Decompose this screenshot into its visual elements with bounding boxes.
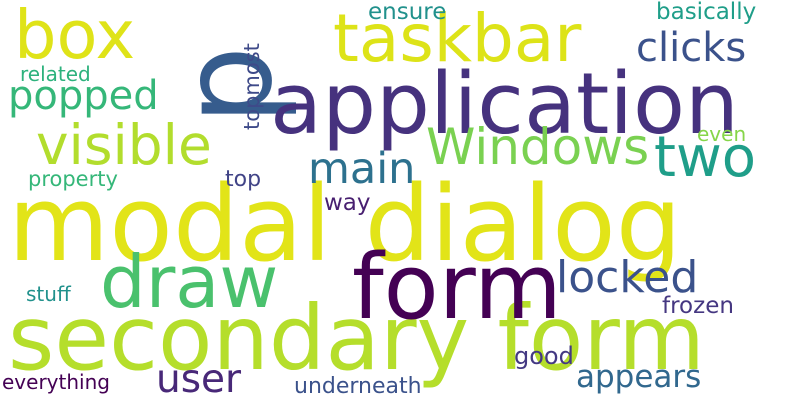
word-modal-dialog: modal dialog: [8, 163, 682, 285]
word-clicks: clicks: [636, 25, 747, 71]
word-underneath: underneath: [294, 374, 422, 399]
word-property: property: [28, 167, 118, 191]
word-good: good: [514, 342, 574, 370]
word-ensure: ensure: [368, 0, 447, 25]
word-stuff: stuff: [26, 282, 71, 306]
word-windows: Windows: [426, 118, 650, 176]
word-draw: draw: [100, 240, 279, 324]
word-form: form: [352, 235, 562, 340]
word-user: user: [156, 357, 242, 400]
word-everything: everything: [2, 370, 110, 394]
word-locked: locked: [556, 252, 699, 303]
word-appears: appears: [576, 359, 702, 395]
word-taskbar: taskbar: [333, 0, 582, 77]
word-visible: visible: [36, 113, 212, 177]
word-related: related: [20, 62, 91, 86]
word-two: two: [654, 125, 757, 190]
word-even: even: [697, 122, 747, 146]
word-popped: popped: [8, 73, 159, 119]
word-box: box: [14, 0, 136, 74]
word-secondary-form: secondary form: [8, 286, 706, 390]
word-frozen: frozen: [662, 293, 734, 319]
word-basically: basically: [656, 0, 757, 25]
word-top: top: [225, 167, 262, 192]
word-main: main: [308, 144, 416, 194]
word-application: application: [270, 55, 739, 154]
word-way: way: [324, 190, 371, 216]
word-topmost: topmost: [240, 43, 264, 130]
